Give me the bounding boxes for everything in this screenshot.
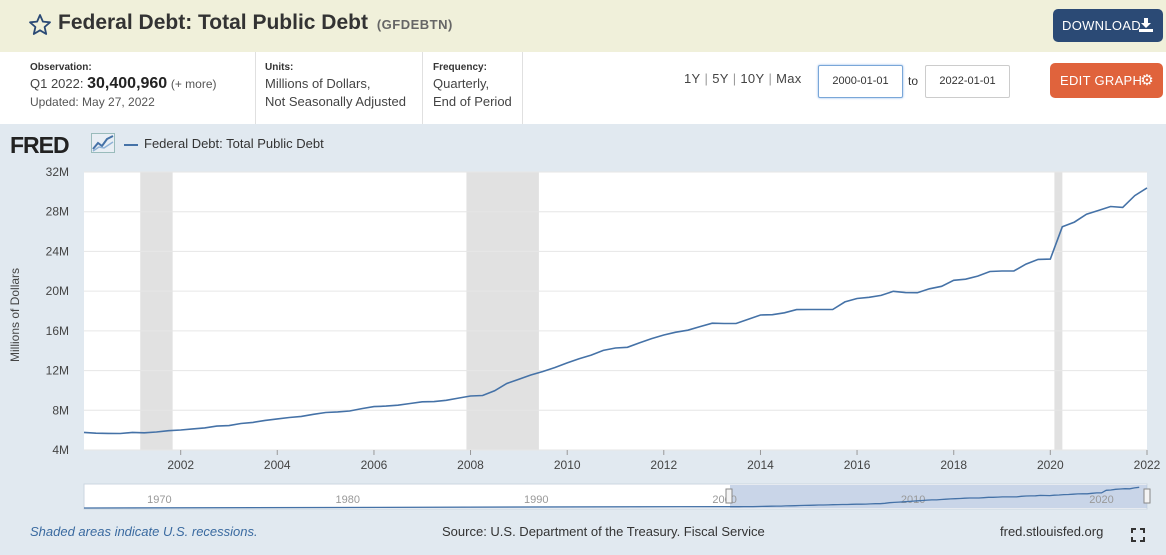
x-tick-label: 2016: [844, 458, 871, 472]
fred-url[interactable]: fred.stlouisfed.org: [1000, 524, 1104, 539]
range-max[interactable]: Max: [776, 71, 802, 86]
fred-chart-icon: [91, 133, 115, 153]
navigator-handle-left[interactable]: [725, 488, 733, 504]
range-1y[interactable]: 1Y: [684, 71, 701, 86]
y-tick-label: 24M: [46, 244, 69, 258]
navigator-label: 2000: [712, 494, 736, 506]
navigator-label: 2010: [901, 494, 925, 506]
edit-graph-button[interactable]: EDIT GRAPH ⚙: [1050, 63, 1163, 98]
to-label: to: [908, 74, 919, 88]
frequency-label: Frequency:: [433, 62, 487, 73]
download-icon: [1139, 18, 1153, 32]
y-tick-label: 28M: [46, 205, 69, 219]
x-tick-label: 2012: [650, 458, 677, 472]
navigator-label: 2020: [1089, 494, 1113, 506]
end-date-input[interactable]: 2022-01-01: [925, 65, 1010, 98]
navigator-label: 1990: [524, 494, 548, 506]
units-line: Not Seasonally Adjusted: [265, 94, 406, 109]
x-tick-label: 2022: [1134, 458, 1161, 472]
y-tick-label: 32M: [46, 165, 69, 179]
range-5y[interactable]: 5Y: [712, 71, 729, 86]
title-bar: Federal Debt: Total Public Debt (GFDEBTN…: [0, 0, 1166, 52]
units-label: Units:: [265, 62, 294, 73]
x-tick-label: 2008: [457, 458, 484, 472]
recession-note: Shaded areas indicate U.S. recessions.: [30, 524, 258, 539]
more-link[interactable]: (+ more): [170, 77, 217, 91]
units-value: Millions of Dollars, Not Seasonally Adju…: [265, 75, 422, 111]
x-tick-label: 2004: [264, 458, 291, 472]
frequency-value: Quarterly, End of Period: [433, 75, 522, 111]
navigator-handle-right[interactable]: [1143, 488, 1151, 504]
gear-icon: ⚙: [1140, 72, 1154, 89]
recession-band: [140, 172, 173, 450]
edit-graph-label: EDIT GRAPH: [1060, 73, 1143, 88]
recession-band: [466, 172, 539, 450]
observation-line: Q1 2022: 30,400,960 (+ more): [30, 75, 255, 93]
x-tick-label: 2006: [361, 458, 388, 472]
legend-label: Federal Debt: Total Public Debt: [144, 136, 324, 151]
line-chart[interactable]: 4M 8M 12M 16M 20M 24M 28M 32M 2002 2004 2006 2008 2…: [0, 0, 1166, 520]
x-tick-label: 2002: [167, 458, 194, 472]
navigator-label: 1980: [336, 494, 360, 506]
y-tick-label: 20M: [46, 284, 69, 298]
recession-band: [1054, 172, 1063, 450]
download-label: DOWNLOAD: [1062, 18, 1141, 33]
fred-logo-text: FRED: [10, 132, 70, 158]
frequency-line: End of Period: [433, 94, 512, 109]
units-panel: Units: Millions of Dollars, Not Seasonal…: [255, 52, 422, 124]
start-date-input[interactable]: 2000-01-01: [818, 65, 903, 98]
range-selector: 1Y | 5Y | 10Y | Max: [684, 71, 802, 86]
y-tick-label: 16M: [46, 324, 69, 338]
series-line: [83, 187, 1148, 435]
updated-date: Updated: May 27, 2022: [30, 95, 155, 109]
page-title: Federal Debt: Total Public Debt (GFDEBTN…: [58, 11, 453, 35]
observation-value: 30,400,960: [87, 75, 168, 92]
fred-logo: FRED: [10, 132, 70, 159]
series-title: Federal Debt: Total Public Debt: [58, 11, 368, 34]
chart-legend: Federal Debt: Total Public Debt: [124, 136, 324, 151]
units-line: Millions of Dollars,: [265, 76, 371, 91]
x-tick-label: 2020: [1037, 458, 1064, 472]
navigator-line: [83, 486, 1140, 509]
download-button[interactable]: DOWNLOAD: [1053, 9, 1163, 42]
y-tick-label: 4M: [52, 443, 69, 457]
navigator-selection[interactable]: [730, 485, 1147, 508]
fullscreen-icon[interactable]: [1131, 528, 1145, 542]
y-tick-label: 12M: [46, 364, 69, 378]
x-tick-label: 2010: [554, 458, 581, 472]
observation-period: Q1 2022:: [30, 76, 84, 91]
frequency-panel: Frequency: Quarterly, End of Period: [422, 52, 523, 124]
plot-background: [84, 172, 1147, 450]
range-10y[interactable]: 10Y: [740, 71, 765, 86]
source-text: Source: U.S. Department of the Treasury.…: [442, 524, 765, 539]
observation-panel: Observation: Q1 2022: 30,400,960 (+ more…: [30, 52, 255, 124]
x-tick-label: 2014: [747, 458, 774, 472]
observation-label: Observation:: [30, 62, 92, 73]
y-tick-label: 8M: [52, 403, 69, 417]
x-tick-label: 2018: [940, 458, 967, 472]
navigator-label: 1970: [147, 494, 171, 506]
frequency-line: Quarterly,: [433, 76, 490, 91]
series-id: (GFDEBTN): [376, 17, 453, 32]
legend-swatch: [124, 143, 138, 146]
star-icon[interactable]: [28, 13, 52, 37]
